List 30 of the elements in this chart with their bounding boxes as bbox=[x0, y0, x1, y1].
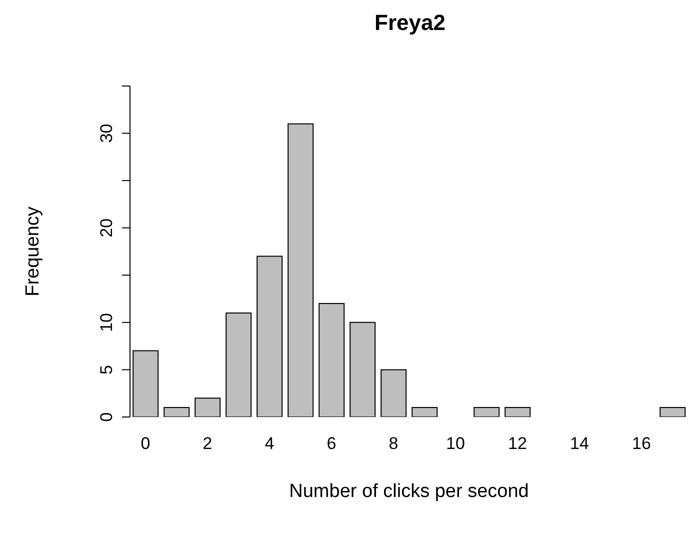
y-tick-label: 5 bbox=[97, 364, 116, 374]
bar bbox=[194, 398, 221, 417]
chart-title: Freya2 bbox=[374, 10, 446, 36]
x-tick-label: 16 bbox=[632, 434, 651, 454]
x-tick-label: 14 bbox=[570, 434, 589, 454]
x-tick-label: 2 bbox=[202, 434, 212, 454]
bar bbox=[288, 123, 314, 417]
x-tick-label: 4 bbox=[264, 434, 274, 454]
bar bbox=[256, 256, 283, 417]
x-tick-label: 0 bbox=[140, 434, 150, 454]
bar bbox=[226, 312, 252, 417]
y-tick-label: 10 bbox=[97, 312, 116, 332]
x-tick-label: 12 bbox=[508, 434, 527, 454]
bar bbox=[504, 407, 531, 417]
bar bbox=[412, 407, 438, 417]
y-axis-title: Frequency bbox=[22, 206, 44, 296]
x-tick-label: 8 bbox=[388, 434, 398, 454]
x-axis-title: Number of clicks per second bbox=[289, 481, 529, 502]
bar bbox=[350, 322, 376, 417]
y-tick-label: 0 bbox=[97, 412, 116, 422]
x-tick-label: 10 bbox=[446, 434, 465, 454]
y-tick-label: 20 bbox=[97, 218, 116, 238]
bar bbox=[318, 303, 345, 417]
bar bbox=[132, 350, 159, 417]
y-tick-label: 30 bbox=[97, 124, 116, 143]
bar bbox=[660, 407, 686, 417]
bar bbox=[474, 407, 500, 417]
bar bbox=[164, 407, 190, 417]
bar bbox=[380, 369, 407, 417]
x-tick-label: 6 bbox=[326, 434, 336, 454]
